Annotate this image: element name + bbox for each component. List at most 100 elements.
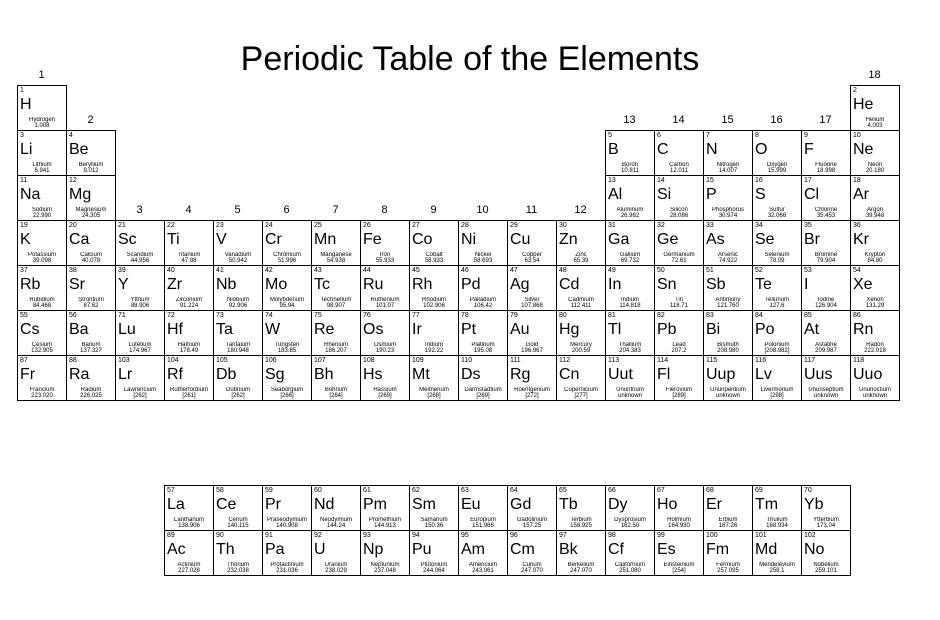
- atomic-number: 68: [706, 487, 750, 494]
- element-cell: 89AcActinium227.028: [164, 530, 214, 576]
- element-cell: 101MdMendelevium258.1: [752, 530, 802, 576]
- group-number-label: 16: [752, 114, 801, 126]
- atomic-mass: unknown: [608, 393, 652, 399]
- atomic-number: 19: [20, 222, 64, 229]
- element-cell: 69TmThulium168.934: [752, 485, 802, 531]
- atomic-number: 1: [20, 87, 64, 94]
- element-symbol: Pb: [657, 322, 701, 338]
- element-symbol: Se: [755, 232, 799, 248]
- atomic-number: 87: [20, 357, 64, 364]
- atomic-number: 55: [20, 312, 64, 319]
- element-cell: 25MnManganese54.938: [311, 220, 361, 266]
- atomic-mass: 74.922: [706, 258, 750, 264]
- atomic-number: 27: [412, 222, 456, 229]
- atomic-number: 35: [804, 222, 848, 229]
- element-cell: 29CuCopper63.54: [507, 220, 557, 266]
- element-cell: 22TiTitanium47.88: [164, 220, 214, 266]
- atomic-mass: 144.913: [363, 523, 407, 529]
- element-symbol: Nb: [216, 277, 260, 293]
- atomic-number: 88: [69, 357, 113, 364]
- group-number-label: 4: [164, 204, 213, 216]
- element-symbol: Uuo: [853, 367, 897, 383]
- element-symbol: La: [167, 497, 211, 513]
- element-symbol: Pm: [363, 497, 407, 513]
- group-number-label: 9: [409, 204, 458, 216]
- element-symbol: Au: [510, 322, 554, 338]
- atomic-mass: 258.1: [755, 568, 799, 574]
- atomic-mass: 195.08: [461, 348, 505, 354]
- atomic-mass: 192.22: [412, 348, 456, 354]
- element-symbol: Sr: [69, 277, 113, 293]
- atomic-mass: 12.011: [657, 168, 701, 174]
- atomic-mass: 102.906: [412, 303, 456, 309]
- element-cell: 11NaSodium22.990: [17, 175, 67, 221]
- element-cell: 61PmPromethium144.913: [360, 485, 410, 531]
- element-symbol: Ti: [167, 232, 211, 248]
- element-symbol: N: [706, 142, 750, 158]
- element-symbol: Cm: [510, 542, 554, 558]
- atomic-mass: unknown: [853, 393, 897, 399]
- atomic-number: 75: [314, 312, 358, 319]
- element-symbol: F: [804, 142, 848, 158]
- atomic-mass: 39.948: [853, 213, 897, 219]
- atomic-number: 23: [216, 222, 260, 229]
- atomic-number: 93: [363, 532, 407, 539]
- atomic-number: 97: [559, 532, 603, 539]
- element-cell: 103LrLawrencium[262]: [115, 355, 165, 401]
- atomic-number: 108: [363, 357, 407, 364]
- atomic-number: 37: [20, 267, 64, 274]
- element-symbol: Mt: [412, 367, 456, 383]
- atomic-mass: 15.999: [755, 168, 799, 174]
- element-cell: 40ZrZirconium91.224: [164, 265, 214, 311]
- atomic-mass: 10.811: [608, 168, 652, 174]
- element-symbol: Cs: [20, 322, 64, 338]
- element-symbol: Ge: [657, 232, 701, 248]
- element-cell: 51SbAntimony121.760: [703, 265, 753, 311]
- atomic-number: 14: [657, 177, 701, 184]
- atomic-number: 5: [608, 132, 652, 139]
- element-symbol: Pu: [412, 542, 456, 558]
- element-symbol: Ne: [853, 142, 897, 158]
- atomic-mass: [261]: [167, 393, 211, 399]
- element-symbol: Dy: [608, 497, 652, 513]
- element-symbol: Pa: [265, 542, 309, 558]
- atomic-number: 95: [461, 532, 505, 539]
- element-symbol: Bk: [559, 542, 603, 558]
- element-cell: 58CeCerium140.115: [213, 485, 263, 531]
- atomic-number: 45: [412, 267, 456, 274]
- atomic-mass: 107.868: [510, 303, 554, 309]
- group-number-label: 6: [262, 204, 311, 216]
- element-symbol: Lr: [118, 367, 162, 383]
- element-cell: 80HgMercury200.59: [556, 310, 606, 356]
- element-cell: 57LaLanthanum138.906: [164, 485, 214, 531]
- atomic-mass: 91.224: [167, 303, 211, 309]
- element-cell: 41NbNiobium92.906: [213, 265, 263, 311]
- element-cell: 47AgSilver107.868: [507, 265, 557, 311]
- atomic-number: 48: [559, 267, 603, 274]
- element-cell: 13AlAluminum26.982: [605, 175, 655, 221]
- atomic-number: 36: [853, 222, 897, 229]
- atomic-number: 11: [20, 177, 64, 184]
- atomic-mass: 157.25: [510, 523, 554, 529]
- atomic-number: 32: [657, 222, 701, 229]
- element-cell: 55CsCesium132.905: [17, 310, 67, 356]
- element-symbol: Cf: [608, 542, 652, 558]
- atomic-mass: 72.61: [657, 258, 701, 264]
- atomic-number: 101: [755, 532, 799, 539]
- element-cell: 66DyDysprosium162.50: [605, 485, 655, 531]
- element-cell: 92UUranium238.029: [311, 530, 361, 576]
- atomic-mass: [264]: [314, 393, 358, 399]
- element-cell: 56BaBarium137.327: [66, 310, 116, 356]
- atomic-mass: 32.066: [755, 213, 799, 219]
- atomic-mass: 259.101: [804, 568, 848, 574]
- element-symbol: V: [216, 232, 260, 248]
- page-title: Periodic Table of the Elements: [241, 40, 700, 79]
- atomic-mass: 118.71: [657, 303, 701, 309]
- atomic-mass: 47.88: [167, 258, 211, 264]
- element-cell: 94PuPlutonium244.064: [409, 530, 459, 576]
- element-symbol: Ba: [69, 322, 113, 338]
- element-cell: 28NiNickel58.693: [458, 220, 508, 266]
- atomic-mass: 137.327: [69, 348, 113, 354]
- group-number-label: 15: [703, 114, 752, 126]
- atomic-mass: 227.028: [167, 568, 211, 574]
